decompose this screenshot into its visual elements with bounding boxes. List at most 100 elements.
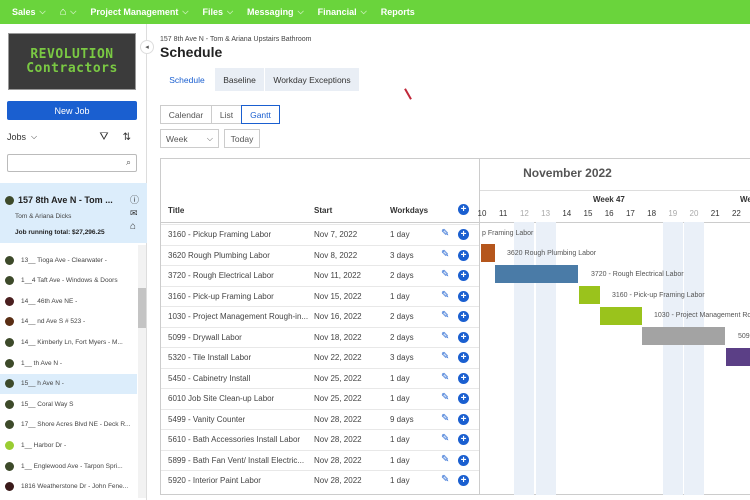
- table-row[interactable]: 1030 - Project Management Rough-in... No…: [161, 306, 479, 326]
- edit-icon[interactable]: ✎: [441, 474, 450, 485]
- range-select[interactable]: Week ⌵: [160, 129, 219, 148]
- tab-workday-exceptions[interactable]: Workday Exceptions: [265, 68, 359, 91]
- view-gantt[interactable]: Gantt: [241, 105, 280, 124]
- edit-icon[interactable]: ✎: [441, 351, 450, 362]
- add-task-button[interactable]: +: [458, 204, 469, 215]
- add-subtask-icon[interactable]: +: [458, 413, 469, 425]
- job-list-item[interactable]: 1__ Englewood Ave - Tarpon Spri...: [5, 456, 137, 476]
- edit-icon[interactable]: ✎: [441, 412, 450, 424]
- add-subtask-icon[interactable]: +: [458, 454, 469, 466]
- edit-icon[interactable]: ✎: [441, 330, 450, 342]
- table-row[interactable]: 3160 - Pick-up Framing Labor Nov 15, 202…: [161, 285, 479, 306]
- table-row[interactable]: 5099 - Drywall Labor Nov 18, 2022 2 days…: [161, 326, 479, 347]
- edit-icon[interactable]: ✎: [441, 371, 450, 383]
- view-calendar[interactable]: Calendar: [160, 105, 212, 124]
- nav-sales[interactable]: Sales ⌵: [12, 7, 46, 17]
- job-search-input[interactable]: ⌕: [7, 154, 137, 172]
- table-row[interactable]: 5320 - Tile Install Labor Nov 22, 2022 3…: [161, 347, 479, 367]
- edit-icon[interactable]: ✎: [441, 433, 450, 444]
- day-label: 22: [731, 209, 741, 218]
- table-row[interactable]: 5610 - Bath Accessories Install Labor No…: [161, 429, 479, 449]
- mail-icon[interactable]: ✉: [130, 208, 138, 218]
- table-row[interactable]: 3620 Rough Plumbing Labor Nov 8, 2022 3 …: [161, 244, 479, 265]
- home-icon[interactable]: ⌂: [130, 221, 137, 232]
- chevron-down-icon[interactable]: ⌵: [31, 132, 38, 141]
- add-subtask-icon[interactable]: +: [458, 372, 469, 384]
- nav-financial[interactable]: Financial ⌵: [318, 7, 367, 17]
- column-workdays[interactable]: Workdays: [390, 206, 429, 215]
- gantt-bar[interactable]: [579, 286, 600, 304]
- add-subtask-icon[interactable]: +: [458, 311, 469, 322]
- add-subtask-icon[interactable]: +: [458, 331, 469, 343]
- edit-icon[interactable]: ✎: [441, 392, 450, 403]
- job-list-item[interactable]: 17__ Shore Acres Blvd NE - Deck R...: [5, 415, 137, 435]
- edit-icon[interactable]: ✎: [441, 310, 450, 321]
- add-subtask-icon[interactable]: +: [458, 270, 469, 281]
- tab-baseline[interactable]: Baseline: [215, 68, 264, 91]
- job-list-item[interactable]: 1__ th Ave N -: [5, 353, 137, 373]
- sort-icon[interactable]: ⇅: [122, 131, 131, 143]
- job-list-item[interactable]: 1__ Harbor Dr -: [5, 435, 137, 455]
- status-dot: [5, 337, 14, 347]
- job-list-scrollbar[interactable]: [138, 245, 146, 498]
- edit-icon[interactable]: ✎: [441, 248, 450, 260]
- gantt-bar[interactable]: [642, 327, 725, 345]
- table-row[interactable]: 5450 - Cabinetry Install Nov 25, 2022 1 …: [161, 367, 479, 388]
- add-subtask-icon[interactable]: +: [458, 229, 469, 240]
- gantt-bar[interactable]: [481, 244, 495, 262]
- edit-icon[interactable]: ✎: [441, 269, 450, 280]
- view-list[interactable]: List: [211, 105, 242, 124]
- job-list-item[interactable]: 13__ Tioga Ave - Clearwater -: [5, 250, 137, 270]
- add-subtask-icon[interactable]: +: [458, 352, 469, 363]
- job-list-item[interactable]: 15__ h Ave N -: [0, 373, 137, 394]
- add-subtask-icon[interactable]: +: [458, 393, 469, 404]
- nav-project-management[interactable]: Project Management ⌵: [90, 7, 188, 17]
- job-list-item[interactable]: 14__ 46th Ave NE -: [5, 291, 137, 311]
- info-icon[interactable]: ⓘ: [130, 195, 140, 205]
- nav-messaging[interactable]: Messaging ⌵: [247, 7, 304, 17]
- table-row[interactable]: 3160 - Pickup Framing Labor Nov 7, 2022 …: [161, 224, 479, 244]
- add-subtask-icon[interactable]: +: [458, 249, 469, 261]
- job-list-item[interactable]: 15__ Coral Way S: [5, 394, 137, 414]
- edit-icon[interactable]: ✎: [441, 289, 450, 301]
- table-row[interactable]: 5920 - Interior Paint Labor Nov 28, 2022…: [161, 470, 479, 490]
- add-subtask-icon[interactable]: +: [458, 434, 469, 445]
- add-subtask-icon[interactable]: +: [458, 475, 469, 486]
- task-start: Nov 28, 2022: [314, 455, 362, 465]
- collapse-sidebar-button[interactable]: ◂: [140, 40, 154, 54]
- tab-schedule[interactable]: Schedule: [160, 68, 214, 91]
- nav-home[interactable]: ⌂ ⌵: [60, 6, 77, 18]
- job-label: 1__ Harbor Dr -: [21, 441, 67, 449]
- column-title[interactable]: Title: [168, 206, 185, 215]
- add-subtask-icon[interactable]: +: [458, 290, 469, 302]
- selected-job[interactable]: 157 8th Ave N - Tom ... Tom & Ariana Dic…: [0, 183, 147, 243]
- job-list-item[interactable]: 14__ nd Ave S # 523 -: [5, 312, 137, 332]
- job-list-item[interactable]: 14__ Kimberly Ln, Fort Myers - M...: [5, 332, 137, 352]
- table-row[interactable]: 5499 - Vanity Counter Nov 28, 2022 9 day…: [161, 408, 479, 429]
- gantt-divider[interactable]: [479, 158, 480, 495]
- job-label: 1__ th Ave N -: [21, 359, 63, 367]
- gantt-bar[interactable]: [600, 307, 642, 325]
- status-dot: [5, 440, 14, 450]
- table-row[interactable]: 6010 Job Site Clean-up Labor Nov 25, 202…: [161, 388, 479, 408]
- gantt-bar[interactable]: [495, 265, 578, 283]
- column-start[interactable]: Start: [314, 206, 333, 215]
- day-label: 12: [519, 209, 529, 218]
- gantt-bar[interactable]: [726, 348, 750, 366]
- status-dot: [5, 358, 14, 368]
- status-dot: [5, 399, 14, 409]
- edit-icon[interactable]: ✎: [441, 228, 450, 239]
- table-row[interactable]: 3720 - Rough Electrical Labor Nov 11, 20…: [161, 265, 479, 285]
- edit-icon[interactable]: ✎: [441, 453, 450, 465]
- scrollbar-thumb[interactable]: [138, 288, 146, 328]
- table-row[interactable]: 5899 - Bath Fan Vent/ Install Electric..…: [161, 449, 479, 470]
- job-list-item[interactable]: 1816 Weatherstone Dr - John Fene...: [5, 477, 137, 497]
- today-button[interactable]: Today: [224, 129, 260, 148]
- jobs-dropdown[interactable]: Jobs: [7, 132, 27, 142]
- new-job-button[interactable]: New Job: [7, 101, 137, 120]
- job-list-item[interactable]: 1__4 Taft Ave - Windows & Doors: [5, 271, 137, 291]
- filter-icon[interactable]: ⛛: [99, 130, 109, 143]
- nav-files[interactable]: Files ⌵: [202, 7, 233, 17]
- task-workdays: 3 days: [390, 250, 414, 260]
- nav-reports[interactable]: Reports: [381, 7, 415, 17]
